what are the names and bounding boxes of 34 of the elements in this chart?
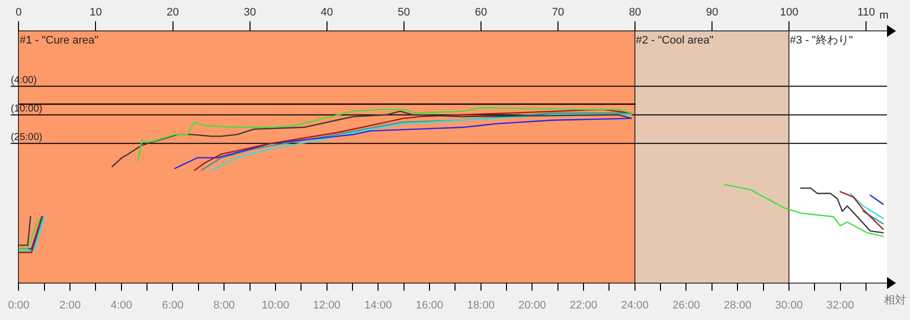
- x-tick-label: 8:00: [213, 299, 235, 312]
- x-tick-label: 18:00: [467, 299, 495, 312]
- x2-tick-label: 90: [706, 6, 718, 19]
- x-tick-label: 20:00: [518, 299, 546, 312]
- x2-tick-label: 0: [16, 6, 22, 19]
- x2-tick-label: 70: [552, 6, 564, 19]
- x2-tick-label: 20: [166, 6, 179, 19]
- x2-tick-label: 30: [244, 6, 256, 19]
- x-tick-label: 12:00: [313, 299, 341, 312]
- band-label: #2 - "Cool area": [636, 34, 714, 47]
- x2-axis-title: m: [879, 10, 889, 22]
- x2-tick-label: 50: [398, 6, 410, 19]
- x-tick-label: 4:00: [110, 299, 132, 312]
- x-tick-label: 22:00: [570, 299, 598, 312]
- x2-tick-label: 110: [857, 6, 875, 19]
- x-tick-label: 16:00: [416, 299, 444, 312]
- band-label: #1 - "Cure area": [20, 34, 99, 47]
- x-tick-label: 2:00: [59, 299, 81, 312]
- x-tick-label: 26:00: [672, 299, 700, 312]
- x2-tick-label: 100: [780, 6, 798, 19]
- x2-tick-label: 80: [628, 6, 642, 19]
- x-tick-label: 10:00: [262, 299, 290, 312]
- x-tick-label: 30:00: [775, 299, 803, 312]
- x-tick-label: 24:00: [621, 299, 649, 312]
- x-tick-label: 32:00: [826, 299, 854, 312]
- x-tick-label: 14:00: [364, 299, 392, 312]
- x-axis-title: 相対: [884, 293, 906, 306]
- x-tick-label: 0:00: [8, 299, 30, 312]
- x2-tick-label: 40: [320, 6, 334, 19]
- x-tick-label: 6:00: [162, 299, 184, 312]
- x-tick-label: 28:00: [724, 299, 752, 312]
- band-label: #3 - "終わり": [790, 34, 853, 47]
- x2-tick-label: 10: [90, 6, 102, 19]
- x2-tick-label: 60: [474, 6, 488, 19]
